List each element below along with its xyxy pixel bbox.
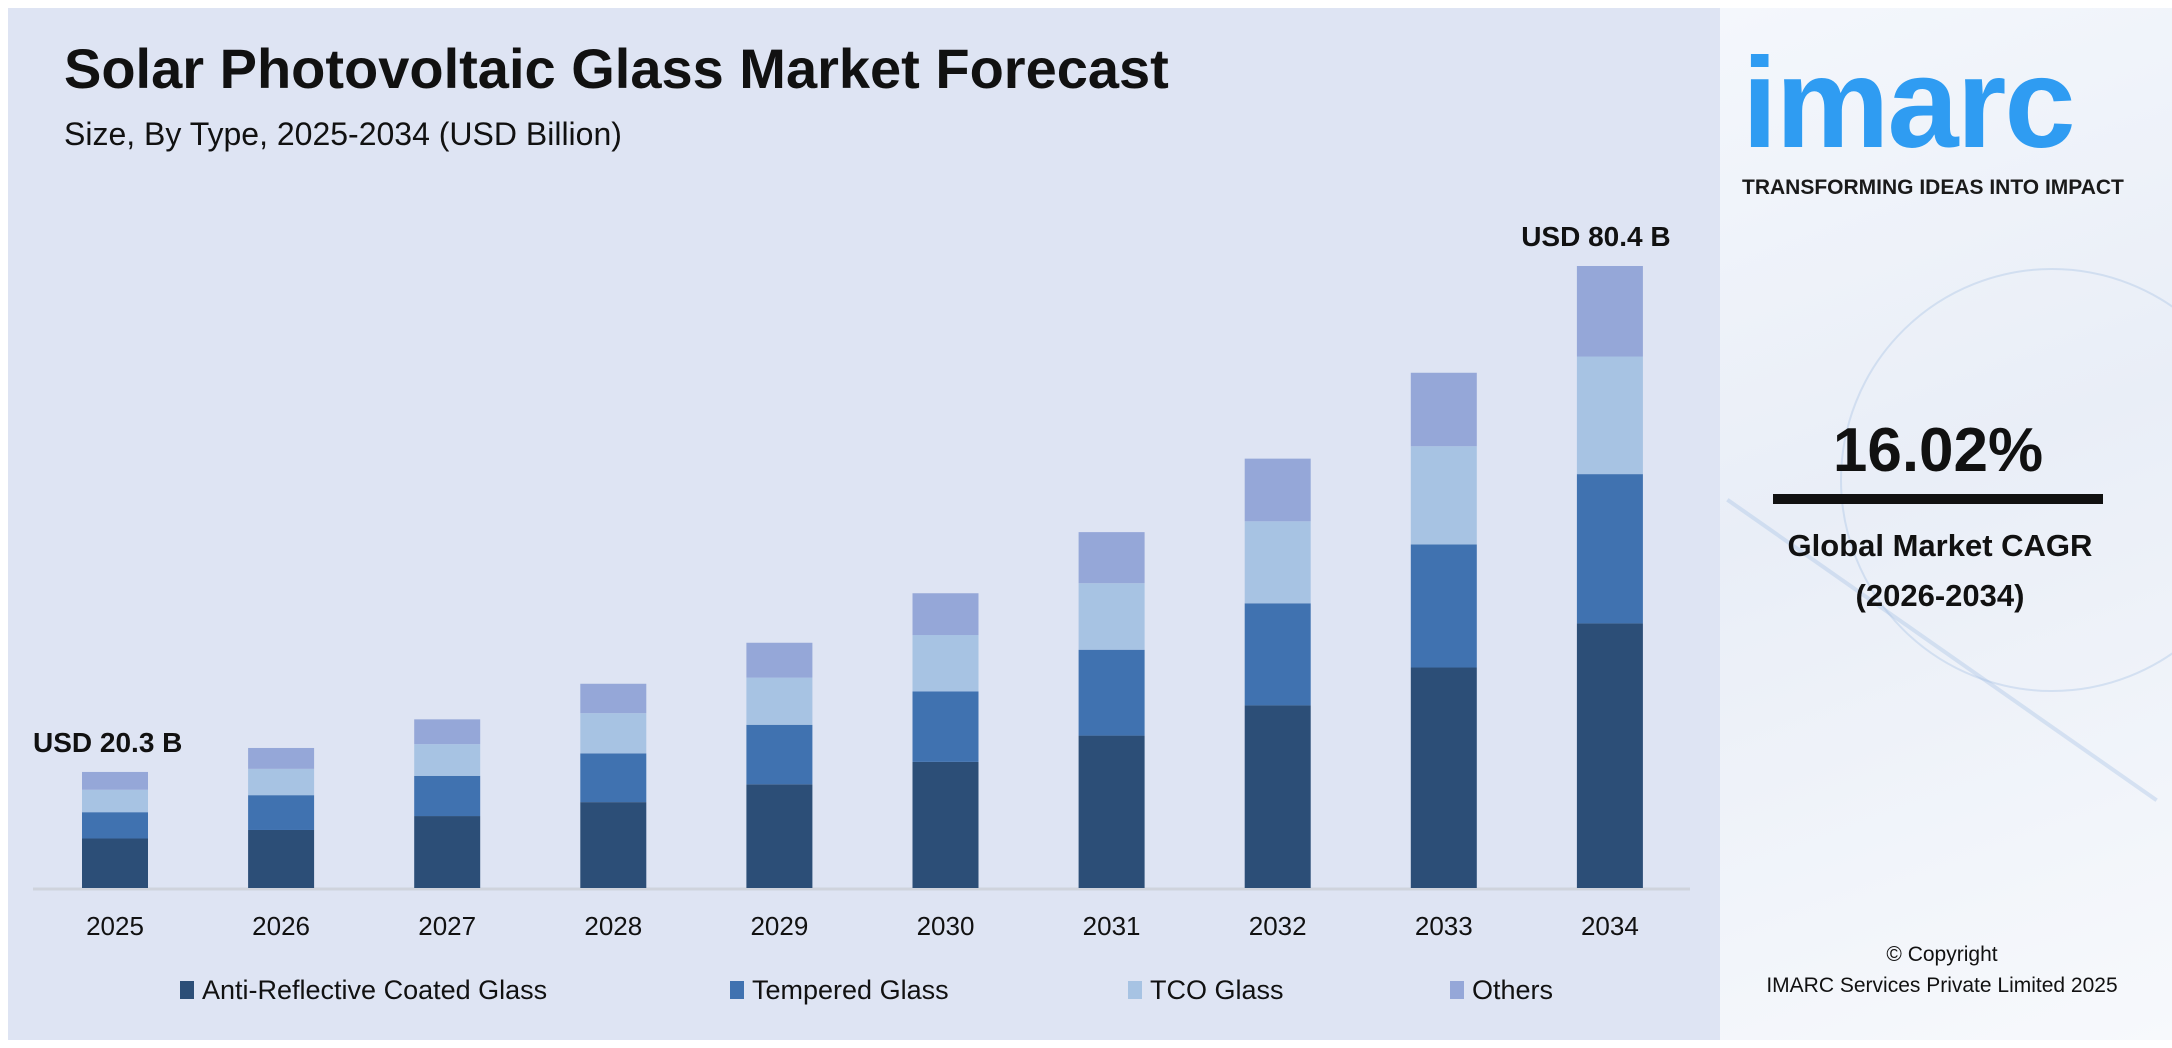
bar-segment-2028-others — [580, 683, 647, 714]
x-tick-label-2026: 2026 — [252, 911, 310, 941]
bar-segment-2028-tempered-glass — [580, 753, 647, 803]
cagr-value: 16.02% — [1832, 416, 2044, 485]
bar-segment-2027-others — [414, 719, 481, 745]
bar-segment-2026-tco-glass — [248, 768, 315, 796]
bar-segment-2027-tco-glass — [414, 744, 481, 776]
x-tick-label-2028: 2028 — [584, 911, 642, 941]
bar-segment-2034-tempered-glass — [1576, 474, 1643, 624]
bar-segment-2027-anti-reflective-coated-glass — [414, 816, 481, 888]
legend-swatch-3 — [1450, 981, 1464, 999]
bar-segment-2032-anti-reflective-coated-glass — [1244, 705, 1311, 888]
bar-segment-2030-tempered-glass — [912, 691, 979, 762]
bar-segment-2025-anti-reflective-coated-glass — [82, 838, 148, 888]
legend-label-2: TCO Glass — [1150, 975, 1284, 1005]
imarc-logo: imarc — [1742, 32, 2076, 175]
bar-segment-2031-tco-glass — [1078, 583, 1145, 650]
legend-label-3: Others — [1472, 975, 1553, 1005]
bar-segment-2030-anti-reflective-coated-glass — [912, 761, 979, 888]
bar-segment-2031-others — [1078, 532, 1145, 584]
bar-segment-2030-others — [912, 593, 979, 636]
bar-segment-2033-tco-glass — [1410, 446, 1477, 545]
copyright-company: IMARC Services Private Limited 2025 — [1766, 974, 2118, 997]
legend-swatch-2 — [1128, 981, 1142, 999]
legend-swatch-1 — [730, 981, 744, 999]
bar-segment-2033-anti-reflective-coated-glass — [1410, 667, 1477, 888]
x-tick-label-2025: 2025 — [86, 911, 144, 941]
bar-segment-2030-tco-glass — [912, 635, 979, 692]
legend-swatch-0 — [180, 981, 194, 999]
x-tick-label-2029: 2029 — [750, 911, 808, 941]
bar-segment-2027-tempered-glass — [414, 775, 481, 817]
bar-segment-2033-others — [1410, 372, 1477, 447]
total-label-2034: USD 80.4 B — [1521, 221, 1670, 252]
bar-segment-2029-others — [746, 642, 813, 678]
cagr-divider — [1773, 494, 2103, 504]
bar-segment-2025-tempered-glass — [82, 812, 148, 839]
total-label-2025: USD 20.3 B — [33, 727, 182, 758]
bar-segment-2026-others — [248, 747, 315, 769]
copyright-line: © Copyright — [1886, 943, 1998, 966]
cagr-label: Global Market CAGR — [1787, 528, 2093, 563]
chart-title: Solar Photovoltaic Glass Market Forecast — [64, 37, 1169, 100]
bar-segment-2034-anti-reflective-coated-glass — [1576, 623, 1643, 888]
x-tick-label-2027: 2027 — [418, 911, 476, 941]
x-tick-label-2033: 2033 — [1415, 911, 1473, 941]
bar-segment-2032-tco-glass — [1244, 521, 1311, 604]
legend-label-0: Anti-Reflective Coated Glass — [202, 975, 547, 1005]
x-tick-label-2032: 2032 — [1249, 911, 1307, 941]
bar-segment-2029-tempered-glass — [746, 724, 813, 785]
x-tick-label-2034: 2034 — [1581, 911, 1639, 941]
bar-segment-2025-others — [82, 771, 148, 790]
bar-segment-2033-tempered-glass — [1410, 544, 1477, 668]
bar-segment-2025-tco-glass — [82, 789, 148, 813]
cagr-period: (2026-2034) — [1855, 578, 2025, 613]
chart-subtitle: Size, By Type, 2025-2034 (USD Billion) — [64, 116, 622, 152]
legend-label-1: Tempered Glass — [752, 975, 949, 1005]
x-tick-label-2031: 2031 — [1083, 911, 1141, 941]
bar-segment-2032-others — [1244, 458, 1311, 522]
bar-segment-2026-anti-reflective-coated-glass — [248, 829, 315, 888]
bar-segment-2029-tco-glass — [746, 677, 813, 725]
brand-tagline: TRANSFORMING IDEAS INTO IMPACT — [1742, 176, 2124, 199]
bar-segment-2032-tempered-glass — [1244, 603, 1311, 706]
bar-segment-2031-anti-reflective-coated-glass — [1078, 735, 1145, 888]
bar-segment-2029-anti-reflective-coated-glass — [746, 784, 813, 888]
x-tick-label-2030: 2030 — [917, 911, 975, 941]
bar-segment-2031-tempered-glass — [1078, 649, 1145, 736]
brand-panel — [1720, 8, 2172, 1040]
bar-segment-2028-anti-reflective-coated-glass — [580, 802, 647, 888]
bar-segment-2034-tco-glass — [1576, 356, 1643, 475]
bar-segment-2026-tempered-glass — [248, 795, 315, 830]
bar-segment-2028-tco-glass — [580, 713, 647, 754]
bar-segment-2034-others — [1576, 266, 1643, 357]
